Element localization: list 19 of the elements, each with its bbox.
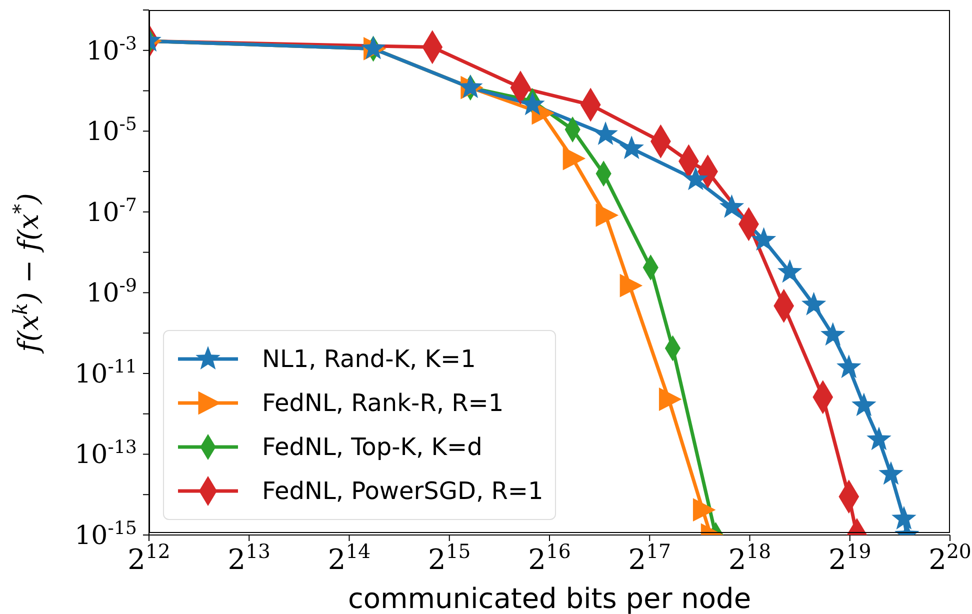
x-axis-title: communicated bits per node <box>348 582 752 614</box>
x-tick-label: 2$^{13}$ <box>228 540 271 576</box>
legend-label: FedNL, PowerSGD, R=1 <box>262 477 544 505</box>
y-tick-label: 10$^{-9}$ <box>86 275 137 309</box>
x-tick-label: 2$^{18}$ <box>728 540 772 576</box>
x-tick-label: 2$^{19}$ <box>828 540 872 576</box>
x-tick-label: 2$^{14}$ <box>328 540 371 576</box>
legend-label: FedNL, Top-K, K=d <box>262 433 482 461</box>
y-tick-label: 10$^{-13}$ <box>74 436 137 470</box>
x-tick-label: 2$^{16}$ <box>528 540 571 576</box>
y-tick-label: 10$^{-7}$ <box>86 194 137 228</box>
x-tick-label: 2$^{17}$ <box>628 540 672 576</box>
legend-label: FedNL, Rank-R, R=1 <box>262 389 504 417</box>
y-tick-label: 10$^{-5}$ <box>86 114 137 148</box>
x-tick-label: 2$^{15}$ <box>428 540 471 576</box>
y-tick-label: 10$^{-11}$ <box>74 356 137 390</box>
x-tick-label: 2$^{20}$ <box>928 540 972 576</box>
y-tick-label: 10$^{-3}$ <box>86 32 137 66</box>
legend-label: NL1, Rand-K, K=1 <box>262 345 476 373</box>
